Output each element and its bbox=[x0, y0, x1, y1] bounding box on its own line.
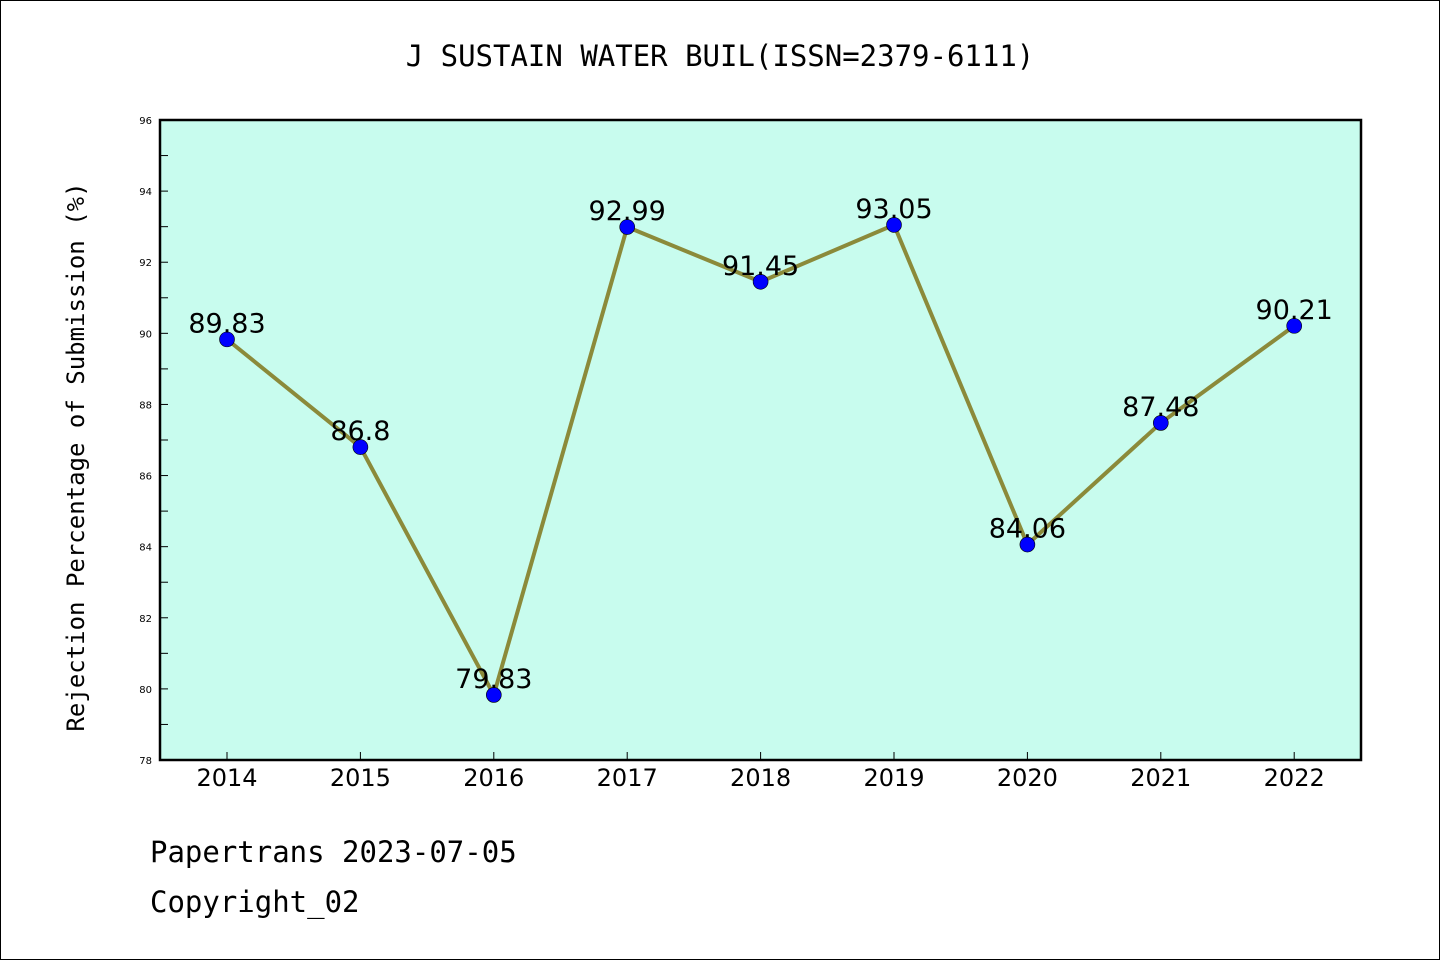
y-tick-label: 92 bbox=[139, 258, 152, 269]
data-label: 90.21 bbox=[1256, 295, 1333, 326]
data-label: 86.8 bbox=[330, 416, 390, 447]
x-tick-label: 2020 bbox=[997, 764, 1058, 792]
footer-source: Papertrans 2023-07-05 bbox=[150, 835, 517, 869]
y-tick-label: 94 bbox=[139, 187, 152, 198]
data-point-marker bbox=[485, 687, 502, 703]
data-label: 92.99 bbox=[589, 196, 666, 227]
x-axis: 2014 2015 2016 2017 2018 2019 2020 2021 2022 bbox=[196, 752, 1325, 792]
x-tick-label: 2016 bbox=[463, 764, 524, 792]
x-tick-label: 2014 bbox=[196, 764, 257, 792]
data-point-marker bbox=[1153, 415, 1169, 431]
x-tick-label: 2015 bbox=[330, 764, 391, 792]
data-labels: 89.83 86.8 79.83 92.99 91.45 93.05 84.06 87.48 9… bbox=[188, 194, 1332, 695]
y-tick-label: 78 bbox=[139, 756, 152, 767]
y-tick-label: 96 bbox=[139, 116, 152, 127]
data-point-marker bbox=[1019, 536, 1036, 553]
y-axis-label: Rejection Percentage of Submission (%) bbox=[62, 182, 90, 731]
x-tick-label: 2017 bbox=[597, 764, 658, 792]
y-tick-label: 82 bbox=[139, 614, 152, 625]
data-label: 93.05 bbox=[855, 194, 932, 225]
data-point-marker bbox=[219, 331, 235, 348]
data-label: 91.45 bbox=[722, 251, 799, 282]
y-tick-label: 90 bbox=[139, 329, 152, 340]
x-tick-label: 2018 bbox=[730, 764, 791, 792]
data-label: 84.06 bbox=[989, 514, 1066, 545]
y-tick-label: 86 bbox=[139, 472, 152, 483]
data-point-marker bbox=[619, 219, 636, 235]
y-tick-label: 84 bbox=[139, 543, 152, 554]
chart-title: J SUSTAIN WATER BUIL(ISSN=2379-6111) bbox=[406, 39, 1035, 73]
data-point-marker bbox=[352, 439, 369, 455]
y-tick-label: 80 bbox=[139, 685, 152, 696]
data-label: 89.83 bbox=[188, 308, 265, 339]
data-point-marker bbox=[886, 217, 902, 233]
data-label: 87.48 bbox=[1122, 392, 1199, 423]
x-tick-label: 2021 bbox=[1130, 764, 1191, 792]
y-tick-label: 88 bbox=[139, 400, 152, 411]
x-tick-label: 2019 bbox=[863, 764, 924, 792]
data-markers bbox=[219, 217, 1302, 703]
x-tick-label: 2022 bbox=[1264, 764, 1325, 792]
y-axis: 78 80 82 84 86 88 90 92 94 96 bbox=[139, 116, 168, 767]
footer-copyright: Copyright_02 bbox=[150, 885, 360, 919]
data-point-marker bbox=[1286, 318, 1302, 334]
data-point-marker bbox=[752, 273, 769, 290]
data-label: 79.83 bbox=[455, 664, 532, 695]
